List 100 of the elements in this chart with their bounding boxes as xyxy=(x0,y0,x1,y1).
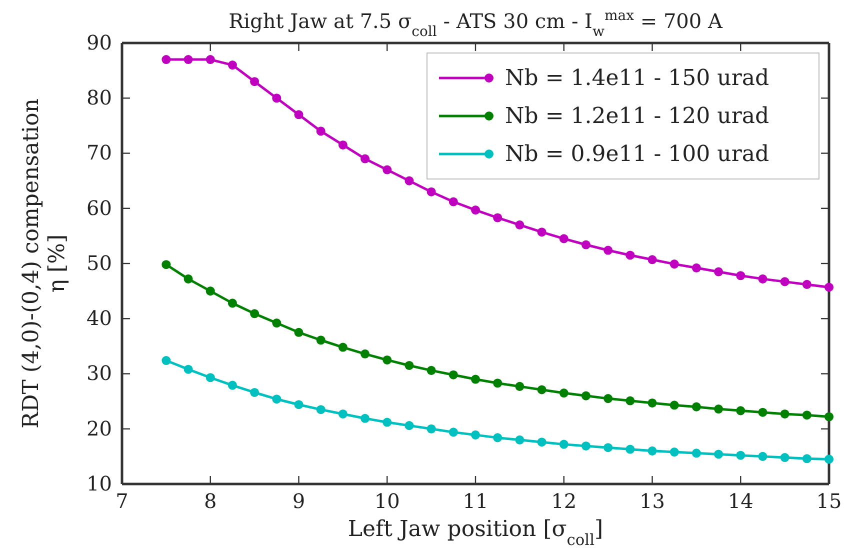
y-tick-label: 30 xyxy=(86,361,112,386)
point xyxy=(360,414,370,423)
point xyxy=(470,374,480,384)
point xyxy=(294,110,304,120)
point xyxy=(714,267,724,276)
point xyxy=(404,360,414,370)
point xyxy=(758,274,768,284)
x-tick-label: 10 xyxy=(374,489,400,514)
point xyxy=(824,412,834,422)
point xyxy=(670,260,679,269)
point xyxy=(250,309,260,318)
legend-label: Nb = 0.9e11 - 100 urad xyxy=(505,142,770,167)
point xyxy=(206,55,215,64)
point xyxy=(426,424,436,434)
point xyxy=(802,410,812,420)
point xyxy=(670,448,679,457)
point xyxy=(648,398,657,408)
point xyxy=(824,454,834,464)
point xyxy=(515,382,524,391)
point xyxy=(648,446,657,456)
point xyxy=(736,406,746,416)
x-tick-label: 12 xyxy=(551,489,577,514)
point xyxy=(426,366,436,375)
point xyxy=(714,450,724,459)
point xyxy=(559,234,568,244)
point xyxy=(228,380,237,390)
point xyxy=(448,197,458,206)
point xyxy=(294,400,304,410)
point xyxy=(338,409,348,418)
point xyxy=(626,444,635,454)
point xyxy=(670,400,679,410)
point xyxy=(493,378,502,388)
point xyxy=(537,385,546,394)
x-tick-label: 7 xyxy=(116,489,128,514)
legend-label: Nb = 1.2e11 - 120 urad xyxy=(505,104,770,129)
point xyxy=(448,370,458,380)
point xyxy=(360,349,370,358)
y-tick-label: 90 xyxy=(86,30,112,54)
point xyxy=(581,240,590,250)
point xyxy=(802,454,812,464)
point xyxy=(162,55,171,64)
point xyxy=(382,418,392,427)
point xyxy=(758,408,768,417)
point xyxy=(316,126,326,136)
x-tick-label: 13 xyxy=(640,489,665,514)
point xyxy=(780,409,790,418)
point xyxy=(250,77,260,86)
point xyxy=(294,328,304,337)
point xyxy=(515,435,524,444)
point xyxy=(404,176,414,186)
point xyxy=(470,430,480,440)
point xyxy=(338,342,348,352)
point xyxy=(184,55,193,64)
point xyxy=(272,94,282,103)
point xyxy=(360,154,370,164)
point xyxy=(780,453,790,462)
point xyxy=(448,428,458,437)
y-tick-label: 20 xyxy=(86,416,112,440)
x-tick-label: 11 xyxy=(462,489,488,514)
x-tick-label: 8 xyxy=(204,489,217,514)
y-tick-label: 80 xyxy=(86,86,112,110)
point xyxy=(206,286,215,296)
point xyxy=(470,206,480,215)
point xyxy=(824,282,834,292)
point xyxy=(780,277,790,286)
point xyxy=(272,318,282,328)
point xyxy=(338,140,348,150)
y-axis-title: RDT (4,0)-(0,4) compensation η [%] xyxy=(19,98,70,428)
point xyxy=(604,443,613,452)
point xyxy=(426,187,436,196)
y-tick-label: 50 xyxy=(86,250,112,275)
point xyxy=(228,60,237,70)
point xyxy=(162,260,171,270)
point xyxy=(404,421,414,430)
y-tick-label: 70 xyxy=(86,140,112,165)
point xyxy=(626,250,635,260)
point xyxy=(559,440,568,449)
point xyxy=(382,355,392,364)
point xyxy=(758,452,768,461)
point xyxy=(162,356,171,366)
point xyxy=(206,373,215,382)
point xyxy=(537,228,546,237)
point xyxy=(736,450,746,460)
point xyxy=(736,271,746,280)
point xyxy=(692,263,701,272)
legend-label: Nb = 1.4e11 - 150 urad xyxy=(505,66,770,91)
point xyxy=(228,298,237,308)
point xyxy=(272,394,282,404)
point xyxy=(316,405,326,414)
point xyxy=(493,213,502,222)
point xyxy=(581,391,590,400)
point xyxy=(714,404,724,414)
y-tick-label: 60 xyxy=(86,196,112,220)
point xyxy=(316,336,326,345)
x-tick-label: 9 xyxy=(292,489,306,514)
point xyxy=(604,246,613,255)
point xyxy=(692,448,701,458)
point xyxy=(692,402,701,412)
point xyxy=(382,165,392,174)
point xyxy=(648,255,657,264)
